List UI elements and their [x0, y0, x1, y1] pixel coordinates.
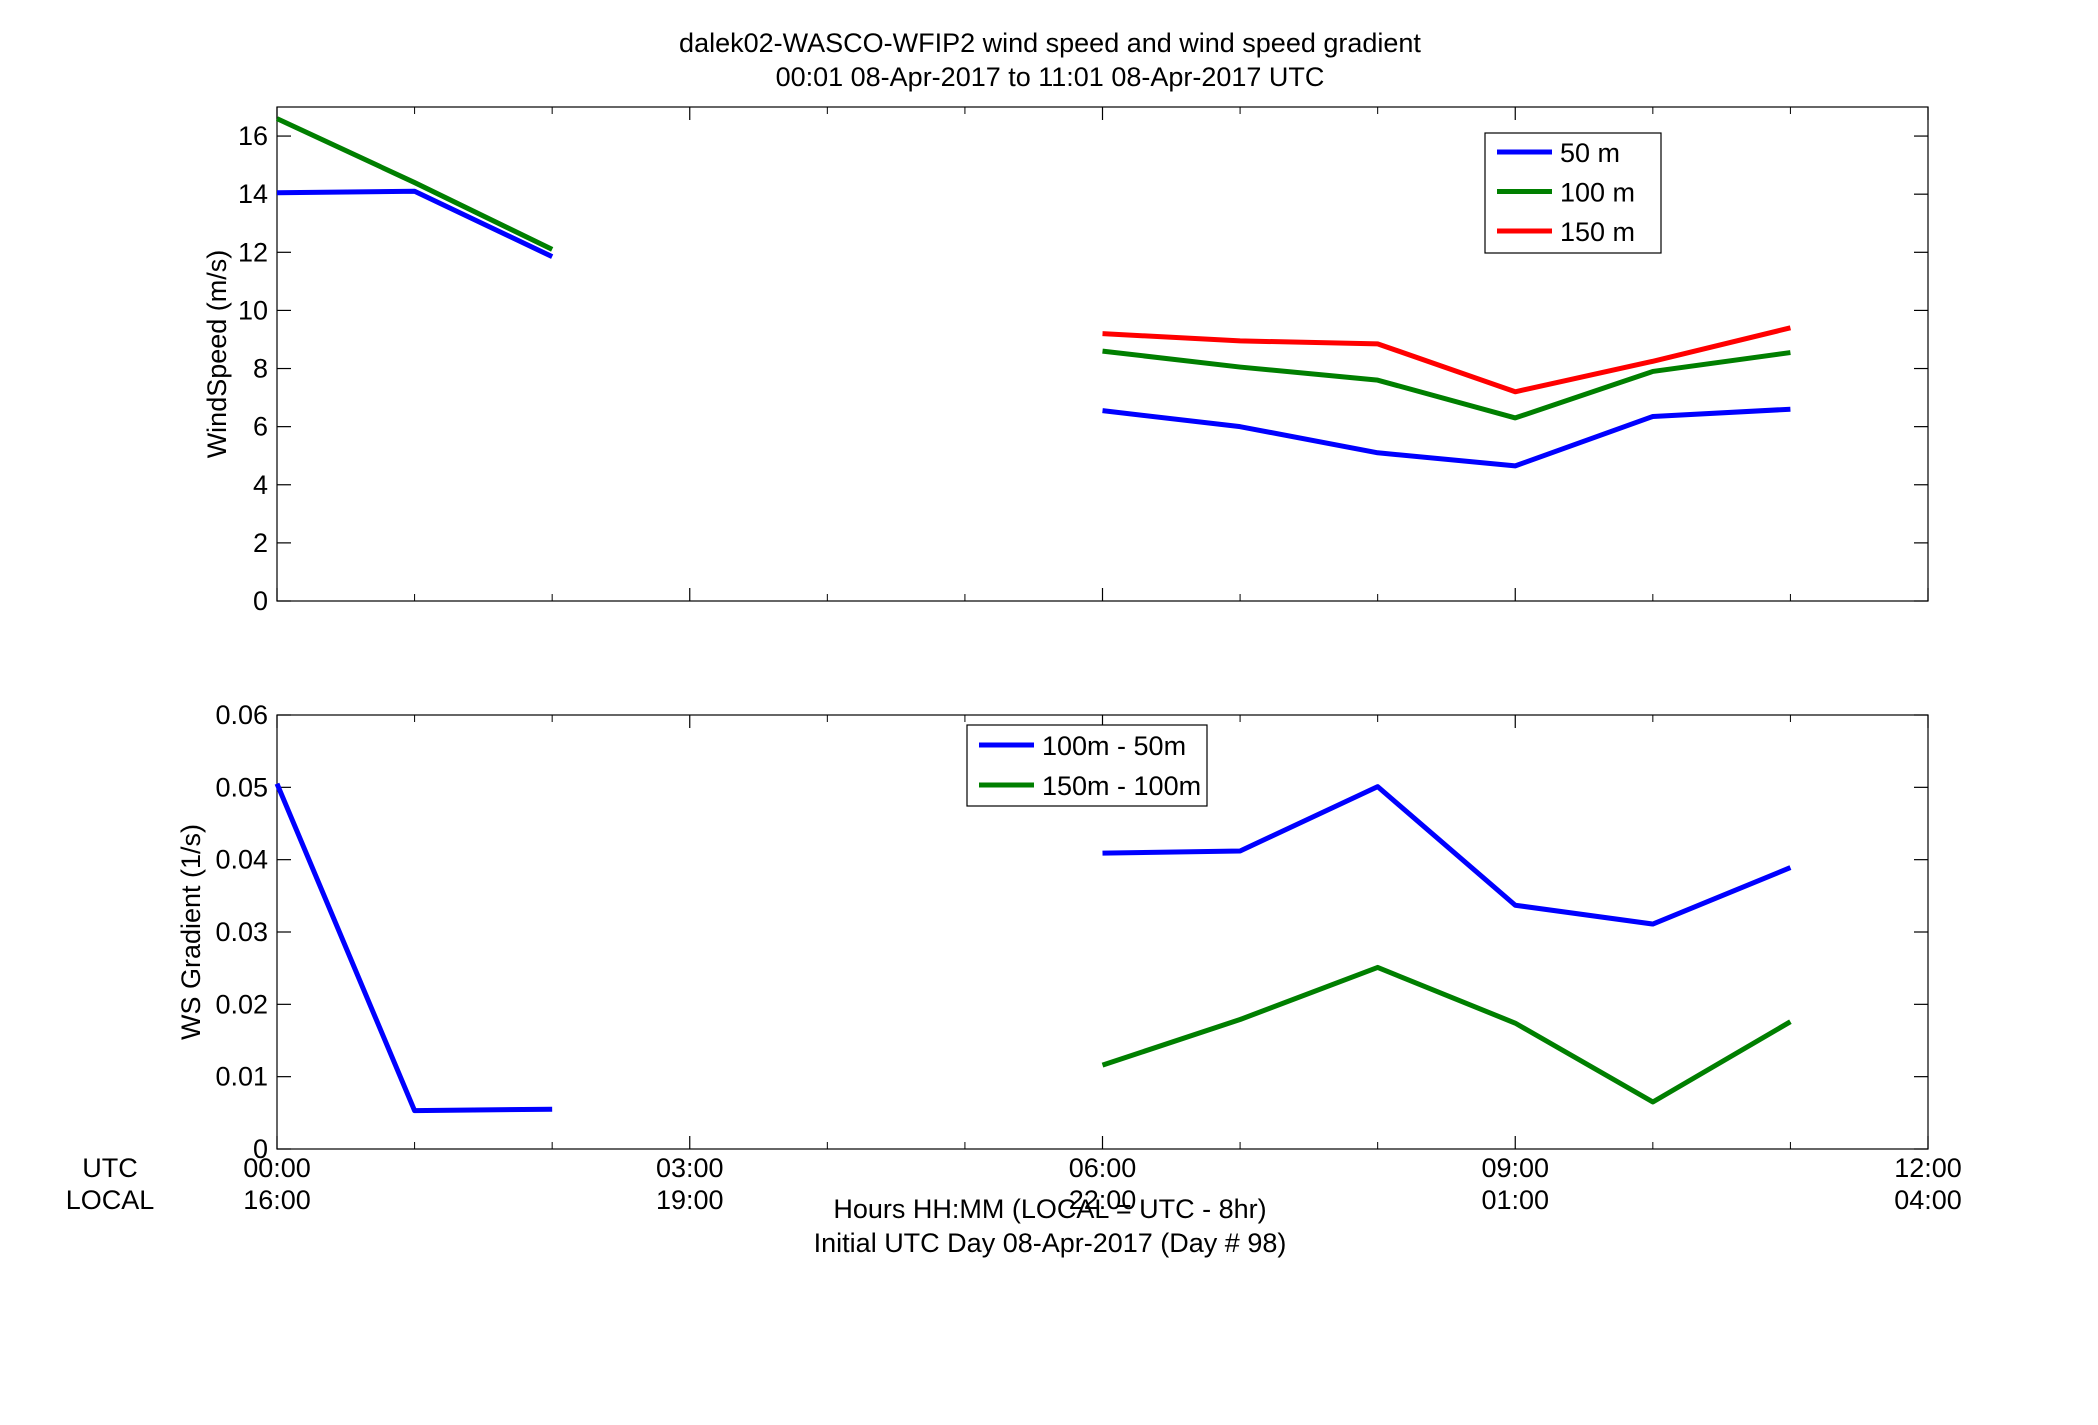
y-tick-label: 0	[253, 586, 268, 616]
legend-label-100m-50m: 100m - 50m	[1042, 731, 1186, 761]
series-line-100m-50m	[1102, 784, 1792, 927]
x-tick-label-local: 22:00	[1069, 1185, 1137, 1215]
x-tick-label-utc: 03:00	[656, 1153, 724, 1183]
y-tick-label: 6	[253, 412, 268, 442]
series-line-100m	[1102, 348, 1791, 421]
y-tick-label: 0.06	[215, 700, 268, 730]
x-axis-label-line2: Initial UTC Day 08-Apr-2017 (Day # 98)	[814, 1228, 1287, 1258]
y-axis-label: WindSpeed (m/s)	[202, 250, 232, 459]
y-tick-label: 0	[253, 1134, 268, 1164]
x-tick-label-local: 04:00	[1894, 1185, 1962, 1215]
y-tick-label: 10	[238, 295, 268, 325]
x-tick-label-local: 19:00	[656, 1185, 724, 1215]
x-tick-label-utc: 12:00	[1894, 1153, 1962, 1183]
y-axis-label: WS Gradient (1/s)	[176, 824, 206, 1040]
chart-title-line2: 00:01 08-Apr-2017 to 11:01 08-Apr-2017 U…	[776, 62, 1325, 92]
y-tick-label: 4	[253, 470, 268, 500]
series-line-50m	[276, 188, 554, 259]
legend-label-150m-100m: 150m - 100m	[1042, 771, 1201, 801]
y-tick-label: 14	[238, 179, 268, 209]
y-tick-label: 2	[253, 528, 268, 558]
y-tick-label: 0.03	[215, 917, 268, 947]
y-tick-label: 0.02	[215, 989, 268, 1019]
windspeed-panel: 0 2 4 6 8 10 12 14 16 WindSpeed (m/s) 50 m 100 m 150…	[202, 106, 1929, 616]
utc-row-label: UTC	[82, 1153, 138, 1183]
x-tick-label-local: 01:00	[1481, 1185, 1549, 1215]
x-tick-label-utc: 06:00	[1069, 1153, 1137, 1183]
y-tick-label: 0.05	[215, 772, 268, 802]
y-tick-label: 0.01	[215, 1062, 268, 1092]
x-tick-label-utc: 09:00	[1481, 1153, 1549, 1183]
y-tick-label: 8	[253, 354, 268, 384]
series-line-150m	[1102, 325, 1792, 395]
y-tick-label: 12	[238, 237, 268, 267]
series-line-150m-100m	[1101, 964, 1792, 1105]
legend-label-100m: 100 m	[1560, 178, 1635, 208]
legend-label-50m: 50 m	[1560, 138, 1620, 168]
x-tick-label-local: 16:00	[243, 1185, 311, 1215]
series-line-100m-50m	[274, 782, 553, 1114]
chart-title-line1: dalek02-WASCO-WFIP2 wind speed and wind …	[679, 28, 1421, 58]
series-line-100m	[275, 116, 554, 252]
local-row-label: LOCAL	[66, 1185, 155, 1215]
y-tick-label: 16	[238, 121, 268, 151]
y-tick-label: 0.04	[215, 845, 268, 875]
legend-box	[966, 724, 1208, 807]
legend-label-150m: 150 m	[1560, 217, 1635, 247]
x-axis-label-line1: Hours HH:MM (LOCAL = UTC - 8hr)	[833, 1194, 1266, 1224]
series-line-50m	[1102, 406, 1791, 469]
x-tick-label-utc: 00:00	[243, 1153, 311, 1183]
